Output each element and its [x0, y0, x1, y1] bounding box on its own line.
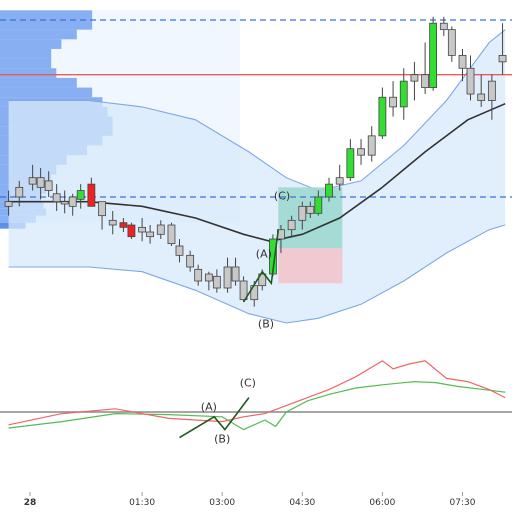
candle-body — [477, 93, 486, 101]
candle-body — [298, 205, 307, 221]
candles — [4, 16, 507, 307]
abc-pattern: (A) (B) (C) — [242, 189, 290, 331]
candle-body — [146, 231, 155, 238]
candle-body — [194, 268, 203, 282]
volume-profile-bar — [0, 77, 77, 88]
candle-body — [346, 148, 355, 179]
candle-body — [28, 177, 37, 185]
oscillator-abc-label: (C) — [240, 376, 256, 389]
band-upper-line — [8, 29, 506, 192]
candle-body — [314, 196, 323, 214]
candle-body — [15, 186, 24, 198]
x-tick-label: 01:30 — [129, 498, 155, 508]
candle-body — [447, 29, 456, 56]
candle-body — [186, 254, 195, 268]
moving-average — [8, 102, 506, 243]
candle-body — [306, 205, 315, 214]
candle-body — [421, 74, 430, 88]
volume-profile-bar — [0, 29, 77, 40]
volume-profile-bar — [0, 48, 52, 59]
candle-body — [378, 96, 387, 137]
candle-body — [127, 224, 136, 238]
x-tick-label: 07:30 — [450, 498, 476, 508]
band-fill — [8, 29, 506, 323]
oscillator-panel: (A) (B) (C) — [0, 360, 512, 445]
oscillator-red-line — [8, 360, 506, 426]
candle-body — [258, 273, 267, 287]
volume-profile-bar — [0, 58, 52, 69]
candle-body — [36, 177, 45, 188]
candle-body — [498, 55, 507, 63]
candle-body — [439, 22, 448, 31]
candle-body — [410, 74, 419, 82]
stop-loss-zone — [278, 248, 343, 284]
candle-body — [287, 219, 296, 231]
candle-body — [138, 226, 147, 233]
candle-body — [399, 80, 408, 108]
x-tick-label: 06:00 — [369, 498, 395, 508]
abc-label: (B) — [258, 318, 274, 331]
ma-line — [8, 102, 506, 243]
x-tick-label: 28 — [24, 498, 37, 508]
candle-body — [98, 201, 106, 217]
oscillator-abc-label: (A) — [201, 400, 217, 413]
candle-body — [429, 22, 438, 88]
x-tick-label: 03:00 — [209, 498, 235, 508]
volume-profile-bar — [0, 87, 93, 98]
volume-profile-bar — [0, 10, 93, 20]
candle-body — [239, 280, 248, 301]
x-tick-label: 04:30 — [289, 498, 315, 508]
candle-body — [357, 148, 365, 156]
candle-body — [175, 245, 184, 256]
candle-body — [212, 275, 221, 289]
oscillator-abc-line — [179, 397, 250, 439]
candle-body — [487, 80, 496, 101]
candle-body — [231, 266, 240, 282]
candle-body — [389, 96, 397, 108]
candle-body — [466, 67, 475, 95]
candle-body — [223, 266, 232, 289]
candle-body — [108, 219, 117, 226]
candle-body — [458, 55, 467, 69]
candle-body — [335, 177, 344, 185]
abc-label: (C) — [274, 189, 290, 202]
volume-profile-bar — [0, 39, 62, 49]
candle-body — [44, 180, 53, 191]
candle-body — [68, 196, 77, 207]
abc-pattern-line — [242, 229, 280, 303]
candle-body — [87, 183, 96, 207]
candle-body — [367, 135, 376, 156]
candle-body — [156, 224, 165, 235]
volume-profile-bar — [0, 20, 93, 30]
candle-body — [119, 222, 128, 228]
candle-body — [325, 183, 333, 198]
candle-body — [167, 224, 176, 245]
band-lower-line — [8, 224, 506, 324]
oscillator-abc-label: (B) — [214, 432, 230, 445]
envelope-band — [8, 29, 506, 324]
abc-label: (A) — [256, 248, 272, 261]
candle-body — [60, 201, 69, 205]
candle-body — [76, 190, 85, 200]
oscillator-green-line — [8, 380, 506, 431]
volume-profile-bar — [0, 68, 57, 78]
candle-body — [204, 273, 213, 282]
candle-body — [4, 201, 13, 207]
candle-body — [52, 193, 61, 203]
